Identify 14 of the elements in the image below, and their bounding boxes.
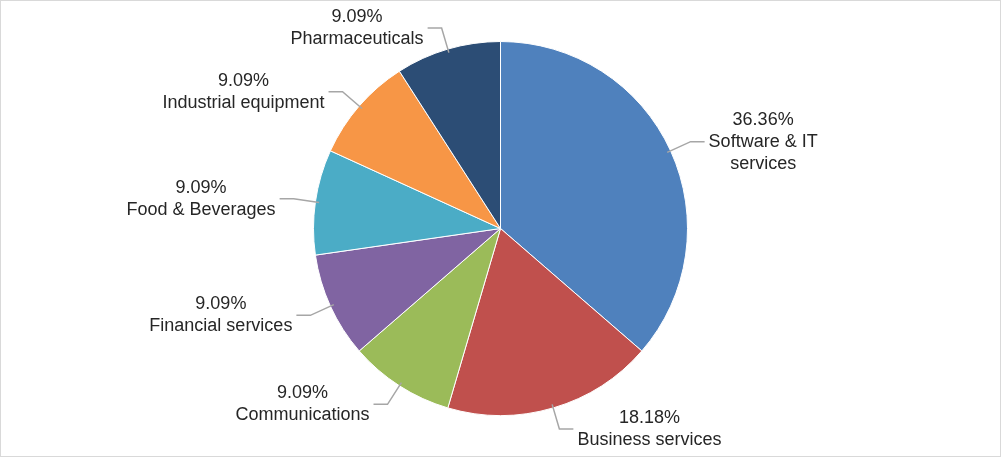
data-label: 36.36% [732,108,794,129]
data-label: 9.09% [195,293,247,314]
slice-label: Financial services [149,315,293,336]
data-label: 9.09% [276,382,328,403]
data-label: 18.18% [618,407,680,427]
data-label: 9.09% [217,69,270,90]
slice-label: Software & IT services [708,130,818,173]
slice-label: Food & Beverages [126,198,276,219]
slice-label: Business services [577,429,722,449]
data-label: 9.09% [331,5,383,26]
data-label: 9.09% [175,176,227,197]
slice-label: Pharmaceuticals [290,27,424,48]
slice-label: Industrial equipment [162,91,325,112]
slice-label: Communications [235,404,370,425]
